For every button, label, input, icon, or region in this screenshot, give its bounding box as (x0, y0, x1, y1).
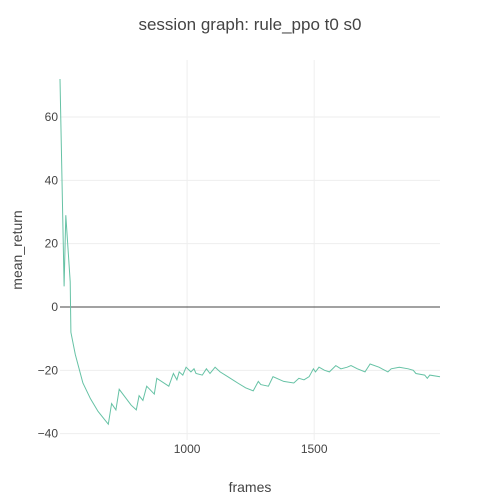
y-tick-label: −40 (38, 427, 59, 441)
y-tick-label: 40 (45, 173, 59, 187)
series-line-0 (59, 78, 441, 426)
tick-label-layer: 1000 1500 −40 −20 0 20 40 60 (38, 110, 328, 456)
series-layer (59, 78, 441, 426)
x-axis-title: frames (229, 479, 272, 495)
y-tick-label: −20 (38, 363, 59, 377)
y-tick-label: 20 (45, 237, 59, 251)
y-tick-label: 60 (45, 110, 59, 124)
grid-layer (60, 60, 440, 440)
x-tick-label: 1500 (301, 442, 328, 456)
y-tick-label: 0 (51, 300, 58, 314)
x-tick-label: 1000 (174, 442, 201, 456)
y-axis-title: mean_return (9, 210, 25, 289)
chart-title: session graph: rule_ppo t0 s0 (138, 15, 361, 34)
